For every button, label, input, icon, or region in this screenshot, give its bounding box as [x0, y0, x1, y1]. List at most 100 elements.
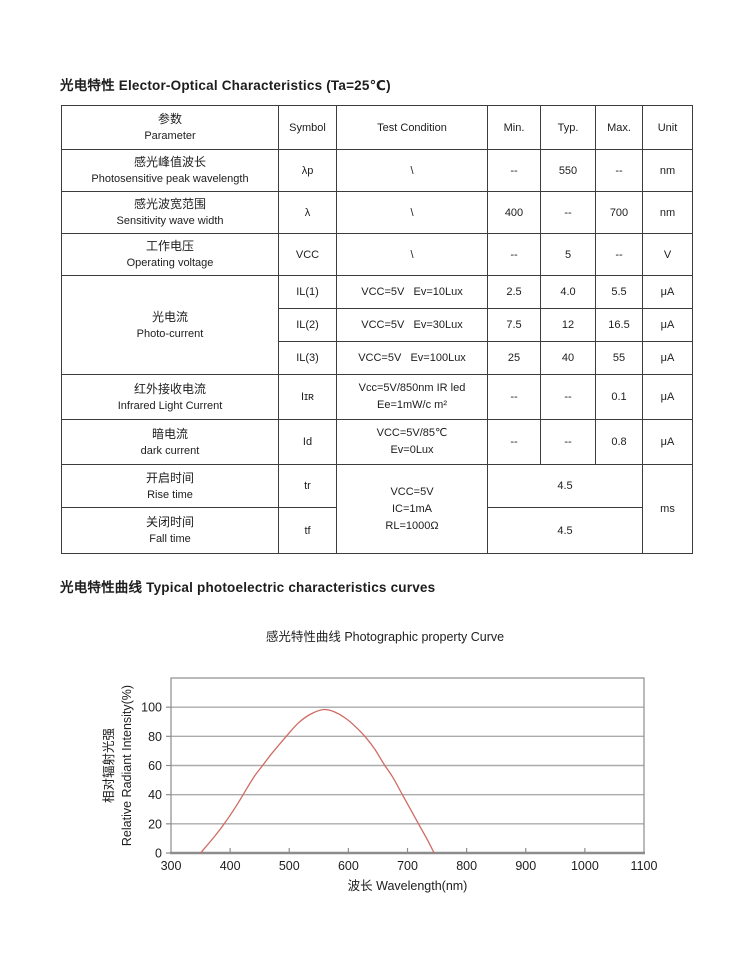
header-unit: Unit — [642, 105, 693, 150]
photographic-property-chart: 0 20 40 60 80 100 300 400 500 600 700 800 900 1000 110… — [85, 650, 685, 910]
cond-cell: VCC=5V Ev=30Lux — [336, 308, 488, 342]
y-tick-label: 40 — [148, 788, 162, 802]
param-cn: 暗电流 — [151, 426, 188, 441]
cond-line-1: Vcc=5V/850nm IR led — [358, 382, 466, 394]
cond-line-2: Ee=1mW/c m² — [377, 399, 447, 411]
row-wave-width: 感光波宽范围 Sensitivity wave width λ \ 400 --… — [61, 191, 693, 234]
unit-cell: V — [642, 233, 693, 276]
cond-line-2: IC=1mA — [391, 502, 433, 515]
chart-title: 感光特性曲线 Photographic property Curve — [265, 630, 505, 644]
row-dark-current: 暗电流 dark current Id VCC=5V/85℃ Ev=0Lux -… — [61, 419, 693, 465]
value-cell: 4.5 — [487, 464, 643, 508]
cond-cell: Vcc=5V/850nm IR led Ee=1mW/c m² — [336, 374, 488, 420]
param-infrared-current: 红外接收电流 Infrared Light Current — [61, 374, 279, 420]
spectral-response-curve — [200, 708, 435, 854]
cond-cell: \ — [336, 191, 488, 234]
header-parameter-cn: 参数 — [157, 112, 182, 126]
x-tick-label: 300 — [161, 859, 182, 873]
min-cell: 25 — [487, 341, 541, 375]
symbol-cell: λ — [278, 191, 337, 234]
typ-cell: -- — [540, 419, 596, 465]
param-en: dark current — [140, 444, 200, 457]
header-symbol: Symbol — [278, 105, 337, 150]
symbol-cell: tf — [278, 507, 337, 554]
x-tick-label: 400 — [220, 859, 241, 873]
param-en: Infrared Light Current — [117, 399, 223, 412]
param-en: Operating voltage — [126, 257, 214, 269]
row-photocurrent-il2: IL(2) VCC=5V Ev=30Lux 7.5 12 16.5 μA — [62, 308, 693, 342]
param-operating-voltage: 工作电压 Operating voltage — [61, 233, 279, 276]
cond-line-3: RL=1000Ω — [385, 519, 439, 532]
max-cell: 0.8 — [595, 419, 643, 465]
cond-line-2: Ev=0Lux — [390, 444, 434, 456]
row-photocurrent-il1: 光电流 Photo-current IL(1) VCC=5V Ev=10Lux … — [61, 275, 693, 375]
unit-cell: nm — [642, 191, 693, 234]
symbol-cell: IL(3) — [278, 341, 337, 375]
min-cell: -- — [487, 149, 541, 192]
param-cn: 感光波宽范围 — [133, 197, 206, 211]
unit-cell: μA — [642, 275, 693, 309]
header-parameter: 参数 Parameter — [61, 105, 279, 150]
max-cell: 700 — [595, 191, 643, 234]
value-cell: 4.5 — [487, 507, 643, 554]
symbol-cell: λp — [278, 149, 337, 192]
row-infrared-current: 红外接收电流 Infrared Light Current Iɪʀ Vcc=5V… — [61, 374, 693, 420]
row-peak-wavelength: 感光峰值波长 Photosensitive peak wavelength λp… — [61, 149, 693, 192]
section-heading-curves: 光电特性曲线 Typical photoelectric characteris… — [60, 580, 436, 595]
param-en: Sensitivity wave width — [116, 215, 224, 227]
row-rise-time: 开启时间 Rise time tr VCC=5V IC=1mA RL=1000Ω… — [61, 464, 693, 554]
header-max: Max. — [595, 105, 643, 150]
param-cn: 感光峰值波长 — [133, 155, 206, 169]
x-tick-label: 1100 — [631, 859, 658, 873]
max-cell: 55 — [595, 341, 643, 375]
param-photocurrent: 光电流 Photo-current — [61, 275, 279, 375]
cond-line-1: VCC=5V — [390, 485, 434, 498]
unit-cell-shared: ms — [642, 464, 693, 554]
table-header-row: 参数 Parameter Symbol Test Condition Min. … — [61, 105, 693, 150]
param-en: Photo-current — [136, 327, 204, 340]
x-tick-label: 900 — [515, 859, 536, 873]
min-cell: 400 — [487, 191, 541, 234]
row-fall-time: 关闭时间 Fall time tf 4.5 — [61, 507, 693, 554]
typ-cell: 550 — [540, 149, 596, 192]
param-peak-wavelength: 感光峰值波长 Photosensitive peak wavelength — [61, 149, 279, 192]
symbol-cell: IL(2) — [278, 308, 337, 342]
header-min: Min. — [487, 105, 541, 150]
y-tick-label: 60 — [148, 759, 162, 773]
x-tick-label: 800 — [456, 859, 477, 873]
param-en: Fall time — [149, 533, 191, 545]
y-axis-label-cn: 相对辐射光强 — [101, 728, 116, 804]
typ-cell: 40 — [540, 341, 596, 375]
param-wave-width: 感光波宽范围 Sensitivity wave width — [61, 191, 279, 234]
symbol-cell: IL(1) — [278, 275, 337, 309]
param-dark-current: 暗电流 dark current — [61, 419, 279, 465]
max-cell: -- — [595, 149, 643, 192]
typ-cell: -- — [540, 374, 596, 420]
header-parameter-en: Parameter — [144, 130, 196, 142]
max-cell: 16.5 — [595, 308, 643, 342]
y-tick-label: 20 — [148, 817, 162, 831]
eo-characteristics-table: 参数 Parameter Symbol Test Condition Min. … — [61, 105, 693, 554]
x-axis-label: 波长 Wavelength(nm) — [348, 879, 468, 893]
typ-cell: 12 — [540, 308, 596, 342]
x-tick-label: 1000 — [571, 859, 599, 873]
x-tick-label: 600 — [338, 859, 359, 873]
unit-cell: nm — [642, 149, 693, 192]
y-tick-label: 80 — [148, 730, 162, 744]
min-cell: -- — [487, 374, 541, 420]
max-cell: 0.1 — [595, 374, 643, 420]
typ-cell: 4.0 — [540, 275, 596, 309]
min-cell: -- — [487, 419, 541, 465]
max-cell: 5.5 — [595, 275, 643, 309]
param-cn: 开启时间 — [145, 470, 194, 485]
header-test-condition: Test Condition — [336, 105, 488, 150]
x-tick-label: 700 — [397, 859, 418, 873]
param-fall-time: 关闭时间 Fall time — [61, 507, 279, 554]
param-rise-time: 开启时间 Rise time — [61, 464, 279, 508]
unit-cell: μA — [642, 374, 693, 420]
param-cn: 红外接收电流 — [133, 381, 206, 396]
typ-cell: 5 — [540, 233, 596, 276]
y-tick-label: 100 — [141, 701, 162, 715]
y-tick-label: 0 — [155, 847, 162, 861]
